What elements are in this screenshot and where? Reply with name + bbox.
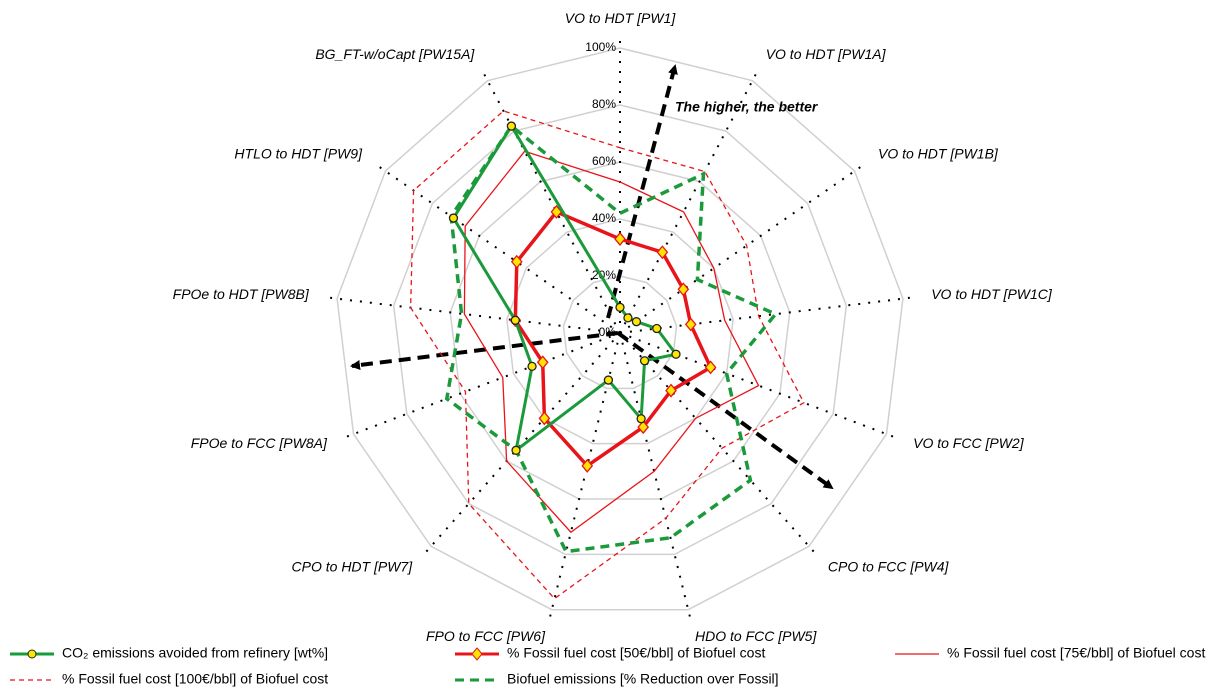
tick-label: 80% xyxy=(592,97,616,111)
legend-label: % Fossil fuel cost [50€/bbl] of Biofuel … xyxy=(507,645,765,661)
category-label: HTLO to HDT [PW9] xyxy=(234,146,363,162)
marker xyxy=(615,302,625,313)
marker xyxy=(652,323,662,334)
spoke xyxy=(322,295,621,334)
marker xyxy=(510,315,520,325)
marker xyxy=(671,349,681,359)
marker xyxy=(665,383,677,398)
series-line xyxy=(444,123,779,554)
category-label: CPO to FCC [PW4] xyxy=(828,558,950,574)
marker xyxy=(550,204,563,219)
grid-ring xyxy=(562,275,678,390)
grid-ring xyxy=(336,47,904,611)
marker xyxy=(636,414,646,424)
marker xyxy=(603,375,614,385)
category-label: HDO to FCC [PW5] xyxy=(695,628,817,644)
category-label: VO to HDT [PW1A] xyxy=(766,46,887,62)
tick-label: 100% xyxy=(585,40,616,54)
legend-marker xyxy=(27,649,37,659)
category-label: VO to FCC [PW2] xyxy=(913,435,1025,451)
marker xyxy=(623,313,633,323)
marker xyxy=(527,361,537,372)
marker xyxy=(506,121,517,131)
grid-ring xyxy=(392,104,848,556)
marker xyxy=(677,282,690,297)
marker xyxy=(684,317,697,332)
marker xyxy=(510,254,523,269)
marker xyxy=(511,445,521,455)
category-label: FPOe to HDT [PW8B] xyxy=(173,286,310,302)
arrow xyxy=(350,331,619,370)
marker xyxy=(639,356,650,366)
series-line xyxy=(513,209,713,469)
marker xyxy=(631,317,642,327)
category-label: VO to HDT [PW1] xyxy=(565,10,677,26)
tick-label: 40% xyxy=(592,211,616,225)
annotation: The higher, the better xyxy=(675,99,819,115)
legend-marker xyxy=(471,647,483,661)
tick-label: 60% xyxy=(592,154,616,168)
series-line xyxy=(409,110,805,600)
category-label: VO to HDT [PW1C] xyxy=(931,286,1053,302)
legend-label: Biofuel emissions [% Reduction over Foss… xyxy=(507,671,779,687)
marker xyxy=(656,245,669,260)
grid xyxy=(322,33,918,624)
category-label: FPOe to FCC [PW8A] xyxy=(191,435,328,451)
legend-label: CO₂ emissions avoided from refinery [wt%… xyxy=(62,645,328,661)
marker xyxy=(448,213,459,223)
marker xyxy=(536,355,549,370)
marker xyxy=(581,458,594,473)
marker xyxy=(637,420,650,435)
category-label: BG_FT-w/oCapt [PW15A] xyxy=(315,46,475,62)
series-line xyxy=(463,150,760,534)
grid-ring xyxy=(449,161,791,500)
spoke xyxy=(619,332,820,558)
marker xyxy=(704,360,717,375)
category-label: VO to HDT [PW1B] xyxy=(878,146,999,162)
category-label: CPO to HDT [PW7] xyxy=(292,558,414,574)
legend-label: % Fossil fuel cost [100€/bbl] of Biofuel… xyxy=(62,671,328,687)
legend-label: % Fossil fuel cost [75€/bbl] of Biofuel … xyxy=(947,645,1205,661)
marker xyxy=(614,231,626,246)
tick-label: 0% xyxy=(599,325,617,339)
marker xyxy=(538,411,551,426)
arrow xyxy=(606,64,678,319)
spoke xyxy=(619,295,918,334)
category-label: FPO to FCC [PW6] xyxy=(426,628,546,644)
